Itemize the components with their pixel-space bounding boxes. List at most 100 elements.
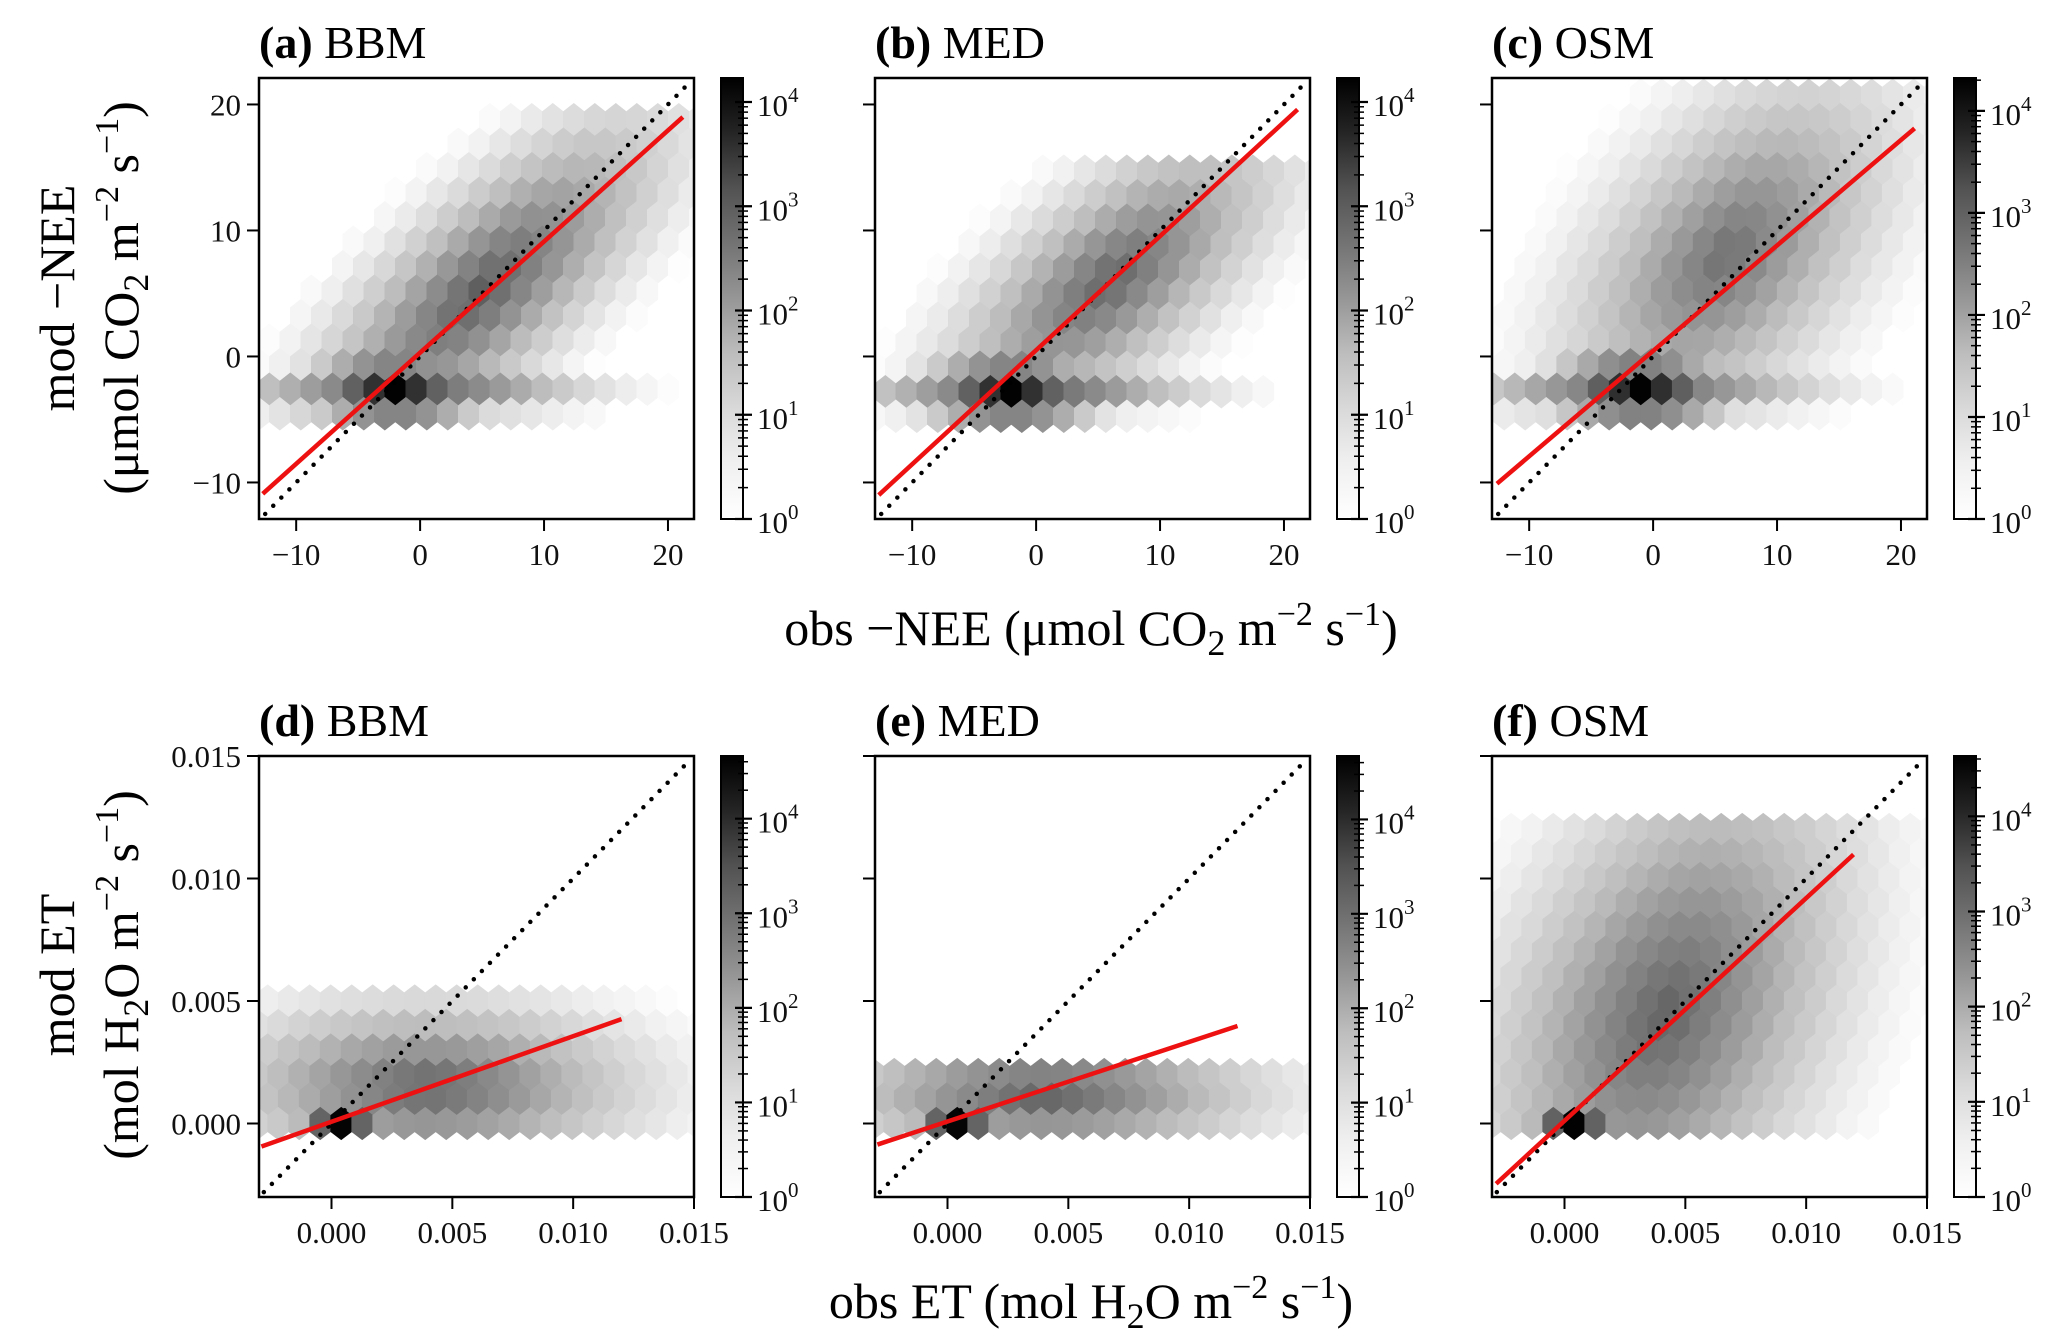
hexbin-cell bbox=[1459, 1107, 1480, 1140]
x-tick-label: 0.005 bbox=[417, 1215, 487, 1250]
colorbar-tick-exponent: 2 bbox=[2021, 296, 2032, 320]
colorbar-tick-exponent: 3 bbox=[788, 894, 799, 918]
x-tick-label: 0.000 bbox=[913, 1215, 983, 1250]
colorbar-tick-exponent: 4 bbox=[2021, 92, 2032, 116]
hexbin-cell bbox=[700, 177, 721, 210]
colorbar-tick-label: 103 bbox=[1990, 892, 2032, 932]
hexbin-cell bbox=[1459, 862, 1480, 895]
y-tick-label: 10 bbox=[210, 213, 241, 248]
hexbin-cell bbox=[583, 397, 606, 431]
colorbar-tick-exponent: 3 bbox=[1404, 187, 1415, 211]
axes-frame bbox=[257, 754, 696, 1199]
regression-line bbox=[261, 115, 685, 496]
top-ylabel-line1: mod −NEE bbox=[29, 185, 85, 412]
x-tick-label: 10 bbox=[1762, 537, 1793, 572]
x-tick-label: 0.015 bbox=[1892, 1215, 1962, 1250]
hexbin-cell bbox=[687, 1110, 694, 1137]
hexbin-cell bbox=[852, 1083, 873, 1116]
hexbin-cell bbox=[1252, 375, 1275, 409]
hexbin-cells bbox=[1448, 812, 1927, 1141]
colorbar-tick-exponent: 0 bbox=[2021, 1178, 2032, 1202]
hexbin-cell bbox=[1492, 354, 1494, 375]
colorbar-tick-label: 100 bbox=[757, 1178, 799, 1218]
hexbin-cell bbox=[215, 1034, 236, 1067]
hexbin-cell bbox=[1462, 373, 1483, 406]
hexbin-cell bbox=[1179, 399, 1201, 433]
colorbar-tick-base: 10 bbox=[1373, 1183, 1404, 1218]
top-ylabel-line2: (μmol CO2 m−2 s−1) bbox=[89, 101, 156, 495]
hexbin-cells bbox=[215, 984, 694, 1141]
hexbin-cell bbox=[1448, 887, 1469, 920]
colorbar-tick-label: 102 bbox=[1990, 988, 2032, 1028]
hexbin-cell bbox=[687, 1061, 694, 1088]
hexbin-cell bbox=[226, 1058, 247, 1091]
colorbar-tick-label: 103 bbox=[1373, 187, 1415, 227]
colorbar-tick-label: 104 bbox=[1990, 797, 2032, 837]
colorbar bbox=[1336, 77, 1360, 520]
colorbar-tick-exponent: 1 bbox=[2021, 1083, 2032, 1107]
colorbar-tick-label: 101 bbox=[757, 396, 799, 436]
x-tick-label: −10 bbox=[888, 537, 936, 572]
hexbin-cell bbox=[217, 373, 238, 406]
panel-title: (b) MED bbox=[875, 17, 1045, 68]
colorbar-tick-base: 10 bbox=[757, 994, 788, 1029]
colorbar-tick-base: 10 bbox=[1373, 1089, 1404, 1124]
panel-letter: (e) bbox=[875, 695, 926, 746]
y-tick-label: 0.000 bbox=[171, 1107, 241, 1142]
hexbin-cells bbox=[842, 1057, 1310, 1141]
colorbar-tick-exponent: 1 bbox=[1404, 1084, 1415, 1108]
colorbar-tick-exponent: 1 bbox=[2021, 398, 2032, 422]
colorbar-tick-base: 10 bbox=[757, 899, 788, 934]
colorbar-tick-exponent: 3 bbox=[1404, 895, 1415, 919]
hexbin-cell bbox=[842, 1107, 863, 1140]
x-tick-label: 0.010 bbox=[538, 1215, 608, 1250]
hexbin-cell bbox=[1920, 963, 1927, 990]
colorbar-tick-base: 10 bbox=[1373, 505, 1404, 540]
colorbar-tick-label: 104 bbox=[1373, 83, 1415, 123]
colorbar-tick-base: 10 bbox=[1373, 994, 1404, 1029]
colorbar-tick-base: 10 bbox=[1990, 897, 2021, 932]
colorbar bbox=[1336, 755, 1360, 1198]
colorbar-tick-label: 102 bbox=[757, 989, 799, 1029]
colorbar-tick-label: 100 bbox=[1990, 1178, 2032, 1218]
x-tick-label: 10 bbox=[1145, 537, 1176, 572]
colorbar-tick-label: 101 bbox=[1373, 1084, 1415, 1124]
hexbin-cell bbox=[1448, 985, 1469, 1018]
colorbar-tick-label: 104 bbox=[757, 800, 799, 840]
x-tick-label: 0.010 bbox=[1154, 1215, 1224, 1250]
panel-d: (d) BBM 0.000 0.005 0.010 0.015 0.000 0.005 0.0… bbox=[171, 695, 799, 1250]
axes-frame bbox=[1490, 754, 1929, 1199]
colorbar-tick-base: 10 bbox=[1373, 805, 1404, 840]
x-tick-label: 0.005 bbox=[1650, 1215, 1720, 1250]
panel-model: OSM bbox=[1543, 17, 1654, 68]
hexbin-cell bbox=[1920, 816, 1927, 843]
hexbin-cell bbox=[1303, 1061, 1310, 1088]
hexbin-cell bbox=[1469, 1083, 1490, 1116]
colorbar-tick-base: 10 bbox=[757, 1183, 788, 1218]
y-tick-label: 0.005 bbox=[171, 984, 241, 1019]
panel-model: OSM bbox=[1538, 695, 1649, 746]
colorbar-tick-label: 102 bbox=[757, 292, 799, 332]
colorbar-tick-label: 103 bbox=[757, 894, 799, 934]
y-tick-label: 0 bbox=[226, 339, 242, 374]
panel-model: MED bbox=[931, 17, 1045, 68]
colorbar-tick-base: 10 bbox=[1373, 88, 1404, 123]
colorbar-tick-base: 10 bbox=[1373, 401, 1404, 436]
y-tick-label: 0.015 bbox=[171, 739, 241, 774]
regression-line bbox=[260, 1017, 623, 1149]
hexbin-cell bbox=[1459, 1058, 1480, 1091]
x-tick-label: 0.000 bbox=[297, 1215, 367, 1250]
hexbin-cell bbox=[1857, 1106, 1879, 1141]
hexbin-cell bbox=[1459, 1009, 1480, 1042]
colorbar-tick-exponent: 3 bbox=[2021, 892, 2032, 916]
colorbar-tick-exponent: 3 bbox=[2021, 194, 2032, 218]
colorbar-tick-base: 10 bbox=[757, 401, 788, 436]
hexbin-cell bbox=[1448, 1034, 1469, 1067]
hexbin-cell bbox=[700, 128, 721, 161]
panel-title: (d) BBM bbox=[259, 695, 429, 746]
hexbin-cell bbox=[1316, 179, 1337, 212]
panel-title: (c) OSM bbox=[1492, 17, 1654, 68]
hexbin-cell bbox=[1448, 1083, 1469, 1116]
hexbin-cell bbox=[1881, 372, 1904, 406]
